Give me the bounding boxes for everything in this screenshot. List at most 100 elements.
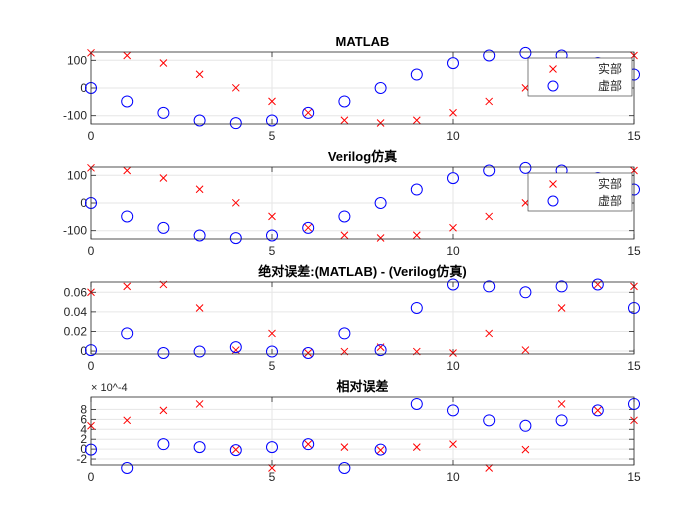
x-tick-label: 0 <box>88 244 95 258</box>
legend-label: 实部 <box>598 61 622 76</box>
legend-marker-circle <box>547 195 559 207</box>
data-point-x-marker <box>449 108 457 117</box>
data-point-x-marker <box>557 400 566 408</box>
data-point-x-marker <box>412 116 421 125</box>
data-point-circle-marker <box>157 438 170 451</box>
data-point-x-marker <box>412 443 421 451</box>
axes-box <box>90 51 635 125</box>
legend-marker-x <box>549 180 557 188</box>
y-tick-label: 0 <box>80 344 87 358</box>
data-point-x-marker <box>485 97 494 106</box>
data-point-circle-marker <box>519 419 532 432</box>
data-point-circle-marker <box>157 106 170 119</box>
y-tick-label: 0 <box>80 196 87 210</box>
data-point-x-marker <box>268 97 276 106</box>
plot-area <box>91 282 634 354</box>
data-point-x-marker <box>195 70 204 79</box>
data-point-circle-marker <box>121 327 134 340</box>
x-tick-label: 10 <box>446 244 460 258</box>
data-point-x-marker <box>231 445 240 454</box>
x-tick-label: 0 <box>88 470 95 484</box>
series-real <box>87 280 638 357</box>
data-point-circle-marker <box>410 301 423 314</box>
data-point-x-marker <box>376 119 385 127</box>
data-point-circle-marker <box>229 232 242 245</box>
data-point-x-marker <box>231 83 240 92</box>
data-point-circle-marker <box>338 327 351 340</box>
data-point-x-marker <box>231 198 240 207</box>
x-tick-label: 5 <box>269 359 276 373</box>
axes-box <box>90 166 635 240</box>
data-point-circle-marker <box>121 210 134 223</box>
subplot-title: Verilog仿真 <box>328 149 397 164</box>
x-tick-label: 15 <box>627 470 641 484</box>
x-tick-label: 5 <box>269 129 276 143</box>
y-tick-label: 100 <box>67 53 87 67</box>
x-tick-label: 0 <box>88 129 95 143</box>
x-tick-label: 10 <box>446 359 460 373</box>
y-tick-label: 6 <box>80 412 87 426</box>
data-point-x-marker <box>304 108 313 117</box>
y-tick-label: -100 <box>63 109 87 123</box>
data-point-circle-marker <box>447 278 459 291</box>
data-point-circle-marker <box>157 221 170 234</box>
data-point-circle-marker <box>229 117 242 130</box>
data-point-x-marker <box>485 329 494 338</box>
data-point-x-marker <box>159 59 168 67</box>
data-point-circle-marker <box>410 183 423 196</box>
data-point-x-marker <box>304 440 313 449</box>
data-point-circle-marker <box>555 414 568 427</box>
data-point-circle-marker <box>519 286 532 299</box>
data-point-x-marker <box>123 416 132 425</box>
data-point-circle-marker <box>338 210 351 223</box>
data-point-x-marker <box>412 231 421 240</box>
data-point-x-marker <box>195 304 204 312</box>
legend-label: 虚部 <box>598 193 622 208</box>
subplot-title: 相对误差 <box>336 379 388 394</box>
data-point-x-marker <box>340 443 349 451</box>
data-point-circle-marker <box>591 404 604 417</box>
data-point-circle-marker <box>266 441 278 454</box>
data-point-circle-marker <box>410 397 423 410</box>
data-point-x-marker <box>485 464 494 472</box>
data-point-circle-marker <box>193 229 206 242</box>
legend-marker-x <box>549 65 557 73</box>
data-point-circle-marker <box>229 444 242 457</box>
data-point-circle-marker <box>447 404 459 417</box>
data-point-circle-marker <box>193 114 206 127</box>
data-point-x-marker <box>449 349 457 357</box>
x-tick-label: 10 <box>446 470 460 484</box>
data-point-x-marker <box>593 406 602 415</box>
data-point-circle-marker <box>302 221 315 234</box>
legend-box <box>527 172 633 212</box>
data-point-circle-marker <box>555 280 568 293</box>
data-point-x-marker <box>304 349 313 357</box>
data-point-x-marker <box>449 223 457 232</box>
data-point-circle-marker <box>229 341 242 354</box>
axes-box <box>90 396 635 466</box>
data-point-circle-marker <box>447 172 459 185</box>
data-point-x-marker <box>376 446 385 454</box>
y-tick-label: 2 <box>80 432 87 446</box>
data-point-circle-marker <box>193 345 206 358</box>
data-point-circle-marker <box>374 82 387 94</box>
data-point-x-marker <box>376 234 385 242</box>
data-point-circle-marker <box>302 106 315 119</box>
data-point-circle-marker <box>121 461 134 474</box>
data-point-x-marker <box>304 223 313 232</box>
data-point-circle-marker <box>483 414 496 427</box>
y-tick-label: 0.06 <box>64 285 88 299</box>
legend-box <box>527 57 633 97</box>
subplot-3: 0 5 10 15 0 0.02 0.04 0.06 绝对误差:(MATLAB) - (Veri… <box>64 264 641 373</box>
series-real <box>87 400 638 472</box>
y-tick-label: -100 <box>63 224 87 238</box>
y-tick-label: 0.02 <box>64 324 88 338</box>
y-tick-label: 0 <box>80 442 87 456</box>
data-point-x-marker <box>268 212 276 221</box>
axes-box <box>90 281 635 355</box>
data-point-circle-marker <box>410 68 423 81</box>
